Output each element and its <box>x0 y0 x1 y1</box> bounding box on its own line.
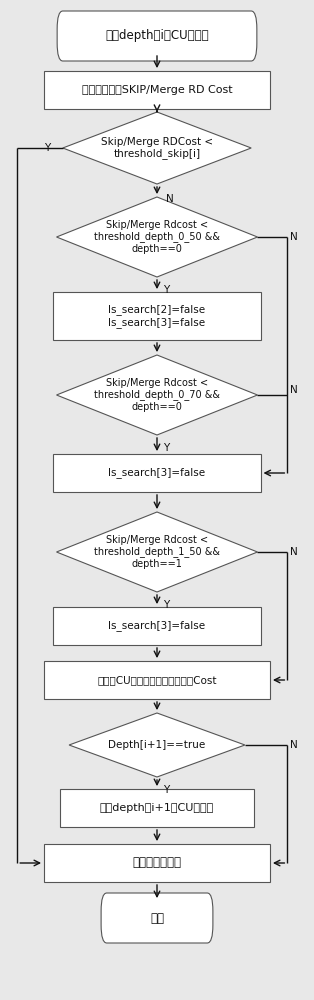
Text: N: N <box>166 194 174 204</box>
Bar <box>44 661 270 699</box>
Text: Y: Y <box>163 600 170 610</box>
Text: Is_search[3]=false: Is_search[3]=false <box>108 621 206 631</box>
Text: 开始depth为i的CU的搜索: 开始depth为i的CU的搜索 <box>105 29 209 42</box>
Text: Y: Y <box>44 143 50 153</box>
Text: 计算当前层的SKIP/Merge RD Cost: 计算当前层的SKIP/Merge RD Cost <box>82 85 232 95</box>
Bar <box>44 844 270 882</box>
Text: Y: Y <box>163 785 170 795</box>
FancyBboxPatch shape <box>57 11 257 61</box>
Text: 结束: 结束 <box>150 912 164 924</box>
Text: Is_search[3]=false: Is_search[3]=false <box>108 468 206 478</box>
Text: Skip/Merge RDCost <
threshold_skip[i]: Skip/Merge RDCost < threshold_skip[i] <box>101 137 213 159</box>
Text: N: N <box>290 740 298 750</box>
Text: Y: Y <box>163 285 170 295</box>
Text: Skip/Merge Rdcost <
threshold_depth_1_50 &&
depth==1: Skip/Merge Rdcost < threshold_depth_1_50… <box>94 535 220 569</box>
Polygon shape <box>63 112 251 184</box>
Text: 更新相应的阈値: 更新相应的阈値 <box>133 856 181 869</box>
Bar <box>53 607 261 645</box>
Bar <box>44 71 270 109</box>
Text: 开始depth为i+1的CU的搜索: 开始depth为i+1的CU的搜索 <box>100 803 214 813</box>
Polygon shape <box>57 512 257 592</box>
Text: N: N <box>290 232 298 242</box>
Text: N: N <box>290 385 298 395</box>
Polygon shape <box>57 197 257 277</box>
Text: N: N <box>290 547 298 557</box>
Text: Is_search[2]=false
Is_search[3]=false: Is_search[2]=false Is_search[3]=false <box>108 304 206 328</box>
Bar <box>60 789 254 827</box>
Polygon shape <box>57 355 257 435</box>
Text: Depth[i+1]==true: Depth[i+1]==true <box>108 740 206 750</box>
Text: Skip/Merge Rdcost <
threshold_depth_0_50 &&
depth==0: Skip/Merge Rdcost < threshold_depth_0_50… <box>94 220 220 254</box>
Text: Y: Y <box>163 443 170 453</box>
Polygon shape <box>69 713 245 777</box>
Text: Skip/Merge Rdcost <
threshold_depth_0_70 &&
depth==0: Skip/Merge Rdcost < threshold_depth_0_70… <box>94 378 220 412</box>
Bar <box>53 454 261 492</box>
FancyBboxPatch shape <box>101 893 213 943</box>
Text: 计算该CU当前层中的其他模式的Cost: 计算该CU当前层中的其他模式的Cost <box>97 675 217 685</box>
Bar <box>53 292 261 340</box>
